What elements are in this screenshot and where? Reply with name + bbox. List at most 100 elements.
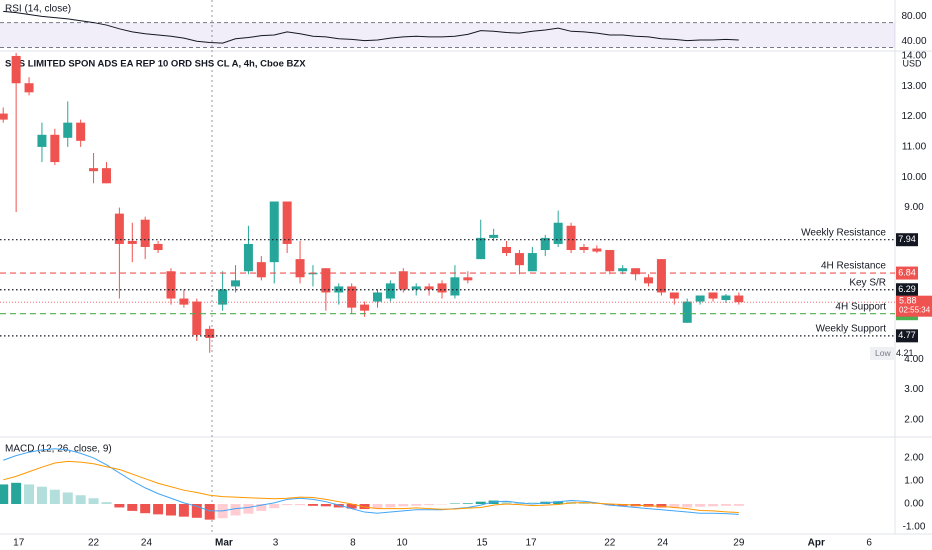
histogram-bar: [269, 503, 280, 509]
histogram-bar: [733, 503, 744, 506]
last-price-box: [896, 295, 932, 317]
y-tick-label: 9.00: [904, 202, 924, 213]
histogram-bar: [398, 503, 409, 507]
x-tick-label: 17: [526, 538, 538, 549]
candle-body: [566, 225, 576, 251]
candle-body: [166, 271, 176, 299]
y-tick-label: 1.00: [904, 476, 924, 487]
level-name: Key S/R: [849, 277, 886, 288]
histogram-bar: [75, 495, 86, 504]
histogram-bar: [708, 503, 719, 507]
candle-body: [282, 201, 292, 244]
histogram-bar: [501, 501, 512, 504]
histogram-bar: [36, 486, 47, 504]
histogram-bar: [24, 484, 35, 504]
candle-body: [269, 201, 279, 263]
y-tick-label: 3.00: [904, 384, 924, 395]
countdown: 02:55:34: [899, 305, 931, 314]
level-price-box: [896, 266, 918, 280]
candle-body: [644, 277, 654, 284]
candle-body: [463, 277, 473, 281]
y-tick-label: 0.00: [904, 499, 924, 510]
histogram-bar: [88, 498, 99, 504]
histogram-bar: [475, 501, 486, 504]
histogram-bar: [682, 503, 693, 508]
x-tick-label: 10: [396, 538, 408, 549]
histogram-bar: [11, 482, 22, 504]
histogram-bar: [372, 503, 383, 509]
candle-body: [579, 246, 589, 251]
candle-body: [101, 168, 111, 184]
histogram-bar: [527, 502, 538, 504]
candle-body: [24, 83, 34, 93]
candle-body: [540, 237, 550, 251]
candle-body: [424, 286, 434, 290]
candle-body: [153, 243, 163, 251]
rsi-title: RSI (14, close): [5, 4, 71, 15]
candle-body: [127, 240, 137, 244]
level-price-box: [896, 329, 918, 343]
y-tick-label: 2.00: [904, 453, 924, 464]
candle-body: [695, 295, 705, 302]
histogram-bar: [62, 492, 73, 504]
candle-body: [37, 134, 47, 147]
candle-body: [256, 262, 266, 278]
x-tick-label: 29: [733, 538, 745, 549]
y-tick-label: 12.00: [901, 111, 926, 122]
histogram-bar: [295, 503, 306, 506]
candle-body: [502, 246, 512, 254]
candle-body: [205, 328, 215, 338]
level-price-box: [896, 283, 918, 297]
histogram-bar: [411, 503, 422, 506]
x-tick-label: 8: [350, 538, 356, 549]
y-tick-label: 80.00: [901, 11, 926, 22]
histogram-bar: [256, 503, 267, 511]
level-name: 4H Support: [835, 301, 886, 312]
y-tick-label: -1.00: [903, 522, 926, 533]
x-tick-label: 22: [604, 538, 616, 549]
histogram-bar: [153, 503, 164, 515]
histogram-bar: [462, 503, 473, 504]
candle-body: [114, 213, 124, 244]
y-tick-label: 14.00: [901, 51, 926, 62]
x-tick-label: 24: [141, 538, 153, 549]
histogram-bar: [49, 489, 60, 504]
level-price: 7.94: [898, 234, 916, 244]
y-tick-label: 11.00: [902, 142, 927, 153]
level-price: 4.77: [898, 330, 916, 340]
candle-body: [669, 292, 679, 299]
candle-body: [11, 55, 21, 84]
histogram-bar: [320, 503, 331, 507]
histogram-bar: [385, 503, 396, 508]
candle-body: [708, 292, 718, 299]
histogram-bar: [140, 503, 151, 514]
level-price: 6.29: [898, 284, 916, 294]
candle-body: [89, 168, 99, 172]
y-tick-label: 10.00: [901, 172, 926, 183]
histogram-bar: [333, 503, 344, 508]
histogram-bar: [230, 503, 241, 516]
histogram-bar: [307, 503, 318, 506]
candle-body: [605, 250, 615, 272]
candle-body: [411, 286, 421, 290]
candle-body: [631, 268, 641, 275]
x-tick-label: 24: [657, 538, 669, 549]
candle-body: [76, 122, 86, 141]
histogram-bar: [101, 502, 112, 504]
candle-body: [0, 113, 8, 120]
symbol-title: SOS LIMITED SPON ADS EA REP 10 ORD SHS C…: [5, 59, 306, 70]
candle-body: [243, 243, 253, 272]
rsi-band: [0, 22, 895, 48]
histogram-bar: [656, 503, 667, 508]
histogram-bar: [669, 503, 680, 508]
histogram-bar: [424, 503, 435, 506]
histogram-bar: [178, 503, 189, 517]
histogram-bar: [346, 503, 357, 509]
currency: USD: [902, 58, 922, 68]
histogram-bar: [165, 503, 176, 516]
candle-body: [553, 222, 563, 244]
x-tick-label: Mar: [215, 538, 233, 549]
histogram-bar: [695, 503, 706, 507]
x-tick-label: 22: [88, 538, 100, 549]
